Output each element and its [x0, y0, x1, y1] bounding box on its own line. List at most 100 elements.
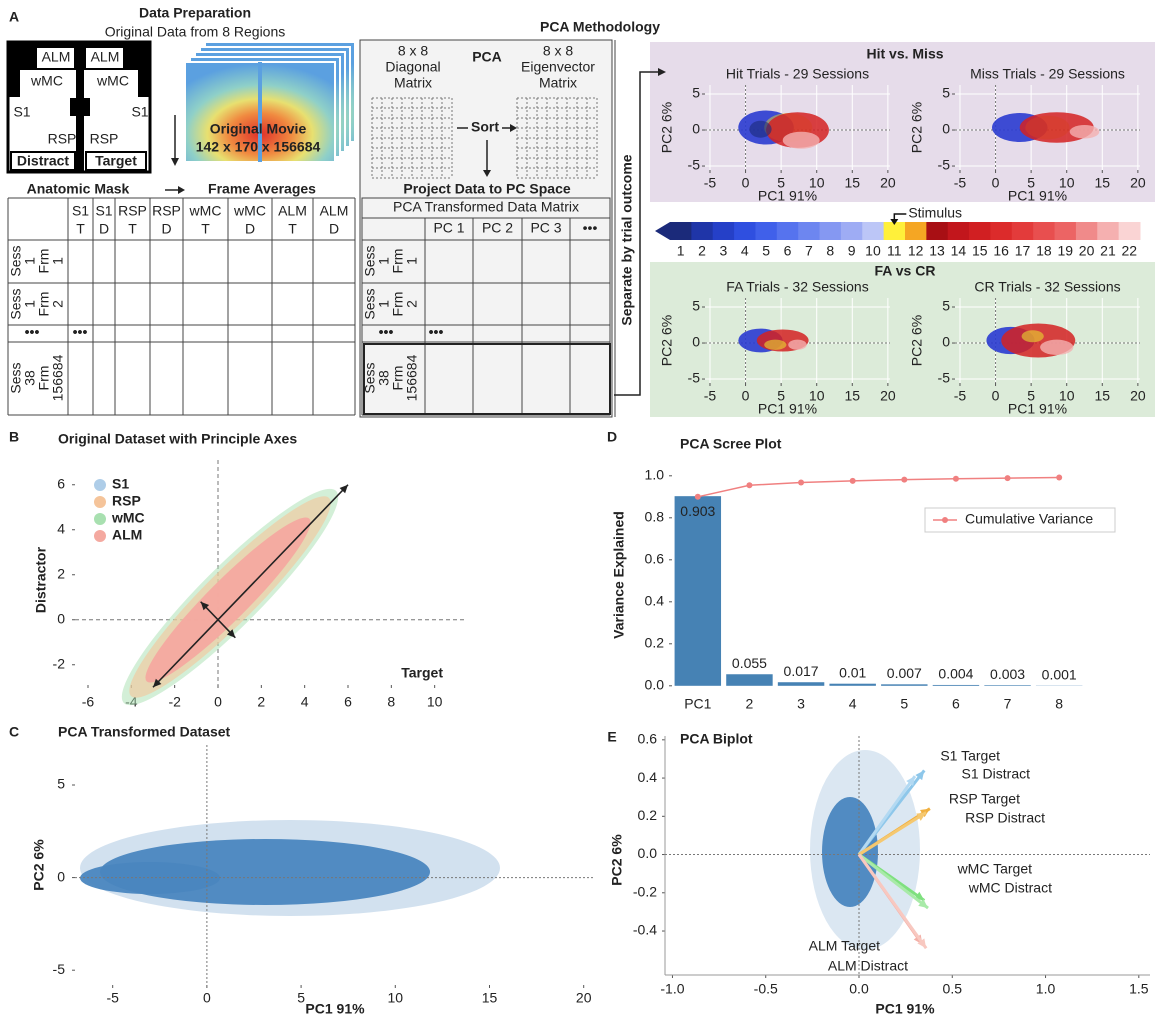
x-tick-label: 15: [1094, 175, 1110, 191]
column-header: D: [329, 221, 339, 237]
colorbar-label: 10: [865, 243, 881, 259]
colorbar-cell: [926, 222, 948, 240]
column-header: T: [76, 221, 85, 237]
panel-letter: B: [9, 429, 19, 445]
colorbar-label: 14: [951, 243, 967, 259]
cumulative-line: [698, 477, 1059, 496]
x-tick-label: 5: [297, 990, 305, 1006]
colorbar-label: 20: [1079, 243, 1095, 259]
separate-label: Separate by trial outcome: [619, 154, 635, 325]
column-header: PC 1: [433, 220, 464, 236]
column-header: •••: [583, 220, 598, 236]
column-header: PC 2: [482, 220, 513, 236]
panel-letter: D: [607, 429, 617, 445]
y-tick-label: 0: [692, 334, 700, 350]
chart-title: FA Trials - 32 Sessions: [726, 279, 868, 295]
value-label: 0.007: [887, 665, 922, 681]
y-tick-label: 2: [57, 565, 65, 581]
y-axis-label: PC2 6%: [31, 839, 47, 891]
x-tick-label: -5: [106, 990, 119, 1006]
x-tick-label: 8: [387, 694, 395, 710]
column-header: S1: [72, 203, 89, 219]
line-point: [695, 494, 701, 500]
colorbar-cell: [1055, 222, 1077, 240]
colorbar-label: 2: [698, 243, 706, 259]
colorbar-label: 18: [1036, 243, 1052, 259]
colorbar-label: 9: [848, 243, 856, 259]
colorbar-cell: [862, 222, 884, 240]
column-header: wMC: [233, 203, 266, 219]
x-axis-label: PC1 91%: [875, 1001, 935, 1017]
x-tick-label: 1.0: [1036, 981, 1056, 997]
matrix-label: Matrix: [539, 75, 577, 91]
x-tick-label: 6: [344, 694, 352, 710]
x-tick-label: -0.5: [754, 981, 778, 997]
x-axis-label: Target: [401, 665, 443, 681]
column-header: PC 3: [530, 220, 561, 236]
caption: Anatomic Mask: [27, 181, 130, 197]
x-tick-label: 0: [742, 175, 750, 191]
chart-title: Hit Trials - 29 Sessions: [726, 66, 869, 82]
panel-letter: A: [9, 9, 19, 25]
colorbar-label: 19: [1057, 243, 1073, 259]
row-label: 156684: [404, 354, 420, 401]
line-point: [850, 478, 856, 484]
line-point: [746, 482, 752, 488]
x-tick-label: 20: [1130, 175, 1146, 191]
y-tick-label: 0: [57, 868, 65, 884]
line-point: [953, 476, 959, 482]
x-tick-label: -2: [168, 694, 181, 710]
colorbar-cell: [1012, 222, 1034, 240]
matrix-label: Eigenvector: [521, 59, 595, 75]
colorbar-label: 7: [805, 243, 813, 259]
bar: [778, 682, 824, 686]
movie-size: 142 x 170 x 156684: [196, 139, 321, 155]
legend-label: Cumulative Variance: [965, 511, 1093, 527]
x-tick-label: 0.5: [943, 981, 963, 997]
loading-label: ALM Target: [809, 938, 880, 954]
y-tick-label: 0: [942, 334, 950, 350]
point-cloud: [749, 121, 771, 138]
column-header: wMC: [189, 203, 222, 219]
row-label: 2: [404, 300, 420, 308]
mask-label: wMC: [96, 73, 129, 89]
legend-marker: [94, 479, 106, 491]
matrix-label: Matrix: [394, 75, 432, 91]
x-tick-label: 0: [214, 694, 222, 710]
y-tick-label: 5: [57, 776, 65, 792]
mask-shape: [70, 98, 90, 116]
colorbar-cell: [990, 222, 1012, 240]
value-label: 0.004: [938, 666, 973, 682]
legend-marker: [942, 517, 948, 523]
x-axis-label: PC1 91%: [305, 1001, 365, 1017]
section-title: Data Preparation: [139, 5, 251, 21]
colorbar-label: 3: [720, 243, 728, 259]
y-tick-label: 5: [692, 85, 700, 101]
column-header: T: [128, 221, 137, 237]
y-tick-label: -5: [938, 370, 951, 386]
group-title: FA vs CR: [875, 263, 936, 279]
matrix-label: 8 x 8: [543, 43, 574, 59]
colorbar-cell: [1097, 222, 1119, 240]
arrow-head: [178, 186, 185, 194]
column-header: RSP: [118, 203, 147, 219]
x-axis-label: PC1 91%: [1008, 188, 1067, 204]
ellipsis: •••: [73, 324, 88, 340]
arrow-head: [171, 158, 179, 166]
ellipsis: •••: [429, 324, 444, 340]
y-tick-label: 1.0: [645, 467, 665, 483]
x-tick-label: 8: [1055, 696, 1063, 712]
mask-label: RSP: [90, 131, 119, 147]
y-tick-label: 0.2: [638, 807, 658, 823]
colorbar-cell: [1033, 222, 1055, 240]
bar: [675, 496, 721, 686]
colorbar-cell: [820, 222, 842, 240]
y-tick-label: -5: [688, 157, 701, 173]
chart-title: Original Dataset with Principle Axes: [58, 431, 297, 447]
x-tick-label: 20: [880, 388, 896, 404]
y-tick-label: -5: [53, 961, 66, 977]
y-axis-label: PC2 6%: [909, 315, 925, 366]
x-axis-label: PC1 91%: [758, 188, 817, 204]
legend-label: S1: [112, 476, 129, 492]
chart-title: CR Trials - 32 Sessions: [974, 279, 1120, 295]
